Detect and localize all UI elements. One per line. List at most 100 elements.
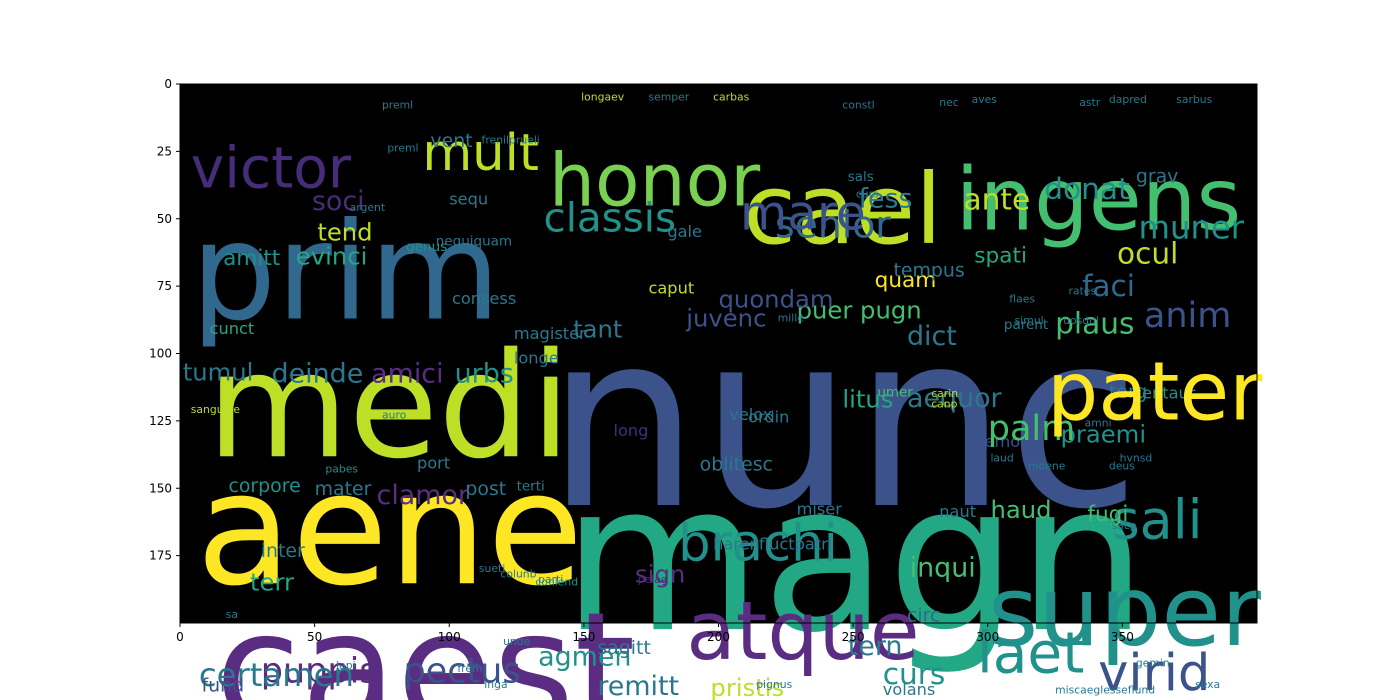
word-flaes: flaes [1009,293,1035,306]
word-inqui: inqui [910,553,976,584]
word-laet: laet [977,621,1084,687]
word-sals: sals [848,169,874,185]
word-astr: astr [1079,96,1100,109]
plot-background [180,84,1257,623]
word-mater: mater [315,478,372,500]
word-sequ: sequ [449,189,488,208]
word-haud: haud [990,495,1051,524]
word-tempus: tempus [894,260,965,282]
word-unde: unde [503,635,531,648]
word-vent: vent [430,130,472,152]
word-oblitesc: oblitesc [700,454,773,476]
word-deus: deus [1109,460,1135,473]
word-gemin: gemin [1136,656,1170,669]
x-tick-label: 300 [976,630,999,644]
word-dict: dict [907,321,957,352]
x-tick-label: 250 [842,630,865,644]
word-certamen: certamen [199,656,354,694]
word-caput: caput [648,278,694,297]
word-dapred: dapred [1109,93,1147,106]
word-sanguine: sanguine [191,403,241,416]
word-gale: gale [667,222,702,241]
word-longe: longe [514,348,559,367]
x-tick-label: 150 [572,630,595,644]
word-magn: magn [562,440,1147,678]
word-aene: aene [196,438,583,620]
word-caest: caest [215,578,636,700]
word-litus: litus [842,384,893,413]
word-ocul: ocul [1117,236,1178,270]
word-terr: terr [250,568,294,597]
word-plaus: plaus [1055,307,1134,341]
word-frem: frem [457,662,482,675]
word-magister: magister [514,324,586,343]
word-volans: volans [883,680,936,699]
word-port: port [417,454,450,473]
word-colunb: colunb [500,568,536,581]
word-atque: atque [686,585,919,679]
word-pater: pater [1047,345,1263,439]
word-cunct: cunct [210,319,255,338]
word-classis: classis [543,193,676,241]
y-tick-label: 0 [164,77,172,91]
word-ante: ante [964,183,1031,217]
word-corpore: corpore [228,475,300,497]
word-senior: senior [775,202,891,246]
word-sacp: sacp [1112,519,1137,532]
word-nunc: nunc [546,281,1140,563]
word-hvnsd: hvnsd [1120,452,1153,465]
y-tick-label: 75 [157,279,172,293]
word-inga: inga [484,678,507,691]
word-semper: semper [648,90,689,103]
word-anim: anim [1144,296,1231,336]
word-curs: curs [856,188,879,201]
word-agmen: agmen [538,642,631,673]
word-brachi: brachi [678,514,838,574]
x-tick-label: 50 [307,630,322,644]
word-genus: genus [406,239,447,255]
word-curs: curs [883,657,946,691]
word-sagitt: sagitt [597,637,650,659]
word-deinde: deinde [272,359,364,390]
word-laud: laud [990,452,1013,465]
word-amici: amici [371,359,443,390]
word-cael: cael [743,153,942,266]
word-uosqul: uosqul [1063,314,1099,327]
word-juvenc: juvenc [685,304,766,333]
word-lapi: lapi [336,659,355,672]
word-pectus: pectus [403,652,520,692]
word-preml: preml [387,142,418,155]
word-amitt: amitt [223,246,280,271]
y-tick-label: 150 [149,481,172,495]
word-muner: muner [1139,209,1245,247]
word-terg: terg [1109,381,1147,403]
word-nemo: nemo [974,432,1020,451]
word-soci: soci [312,186,365,217]
word-praemi: praemi [1060,419,1146,448]
word-longaev: longaev [581,90,625,103]
word-terti: terti [517,479,545,495]
word-evinci: evinci [296,242,368,271]
y-tick-label: 100 [149,347,172,361]
word-nec: nec [939,96,958,109]
word-miscaeglesseflund: miscaeglesseflund [1055,683,1155,696]
word-super: super [988,555,1261,668]
word-sa: sa [226,608,238,621]
word-circ: circ [907,605,940,627]
word-simul: simul [1015,314,1044,327]
word-centaur: centaur [1133,383,1196,402]
word-fugi: fugi [1087,502,1128,527]
word-parti: parti [538,573,563,586]
word-constl: constl [842,99,874,112]
word-remitt: remitt [597,671,679,700]
x-tick-label: 200 [707,630,730,644]
word-frenilprueli: frenilprueli [482,134,540,147]
word-palm: palm [988,409,1075,449]
word-medi: medi [207,322,571,491]
word-pabes: pabes [325,462,358,475]
word-tern: tern [848,631,903,662]
word-quondam: quondam [719,285,834,314]
x-tick-label: 100 [438,630,461,644]
